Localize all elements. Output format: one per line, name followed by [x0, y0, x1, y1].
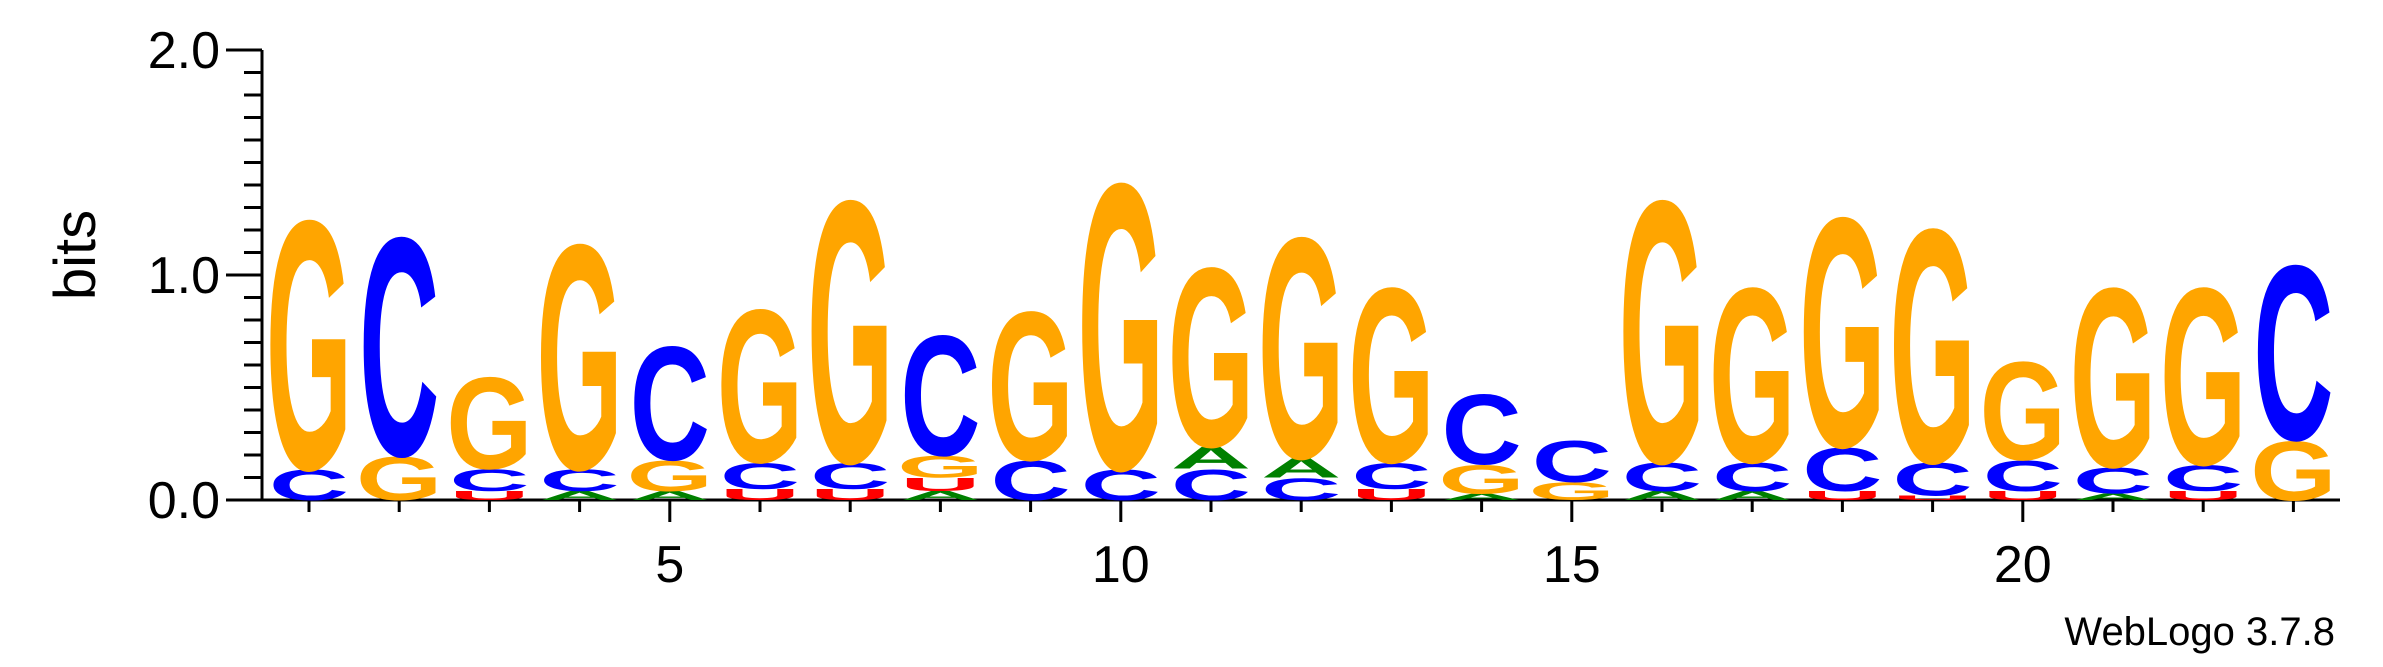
logo-glyph-G: G: [2160, 236, 2246, 518]
y-tick-label: 1.0: [148, 247, 220, 305]
logo-glyph-A: A: [540, 489, 620, 503]
logo-glyph-A: A: [1712, 489, 1792, 503]
logo-glyph-C: C: [1712, 454, 1792, 500]
logo-glyph-C: C: [810, 455, 890, 497]
logo-glyph-U: U: [900, 474, 980, 495]
logo-glyph-U: U: [2163, 489, 2243, 503]
x-tick-label: 15: [1543, 536, 1601, 594]
logo-glyph-G: G: [897, 450, 983, 485]
logo-glyph-C: C: [2073, 459, 2153, 501]
logo-glyph-A: A: [900, 489, 980, 503]
logo-glyph-A: A: [1622, 489, 1702, 503]
logo-glyph-G: G: [1529, 478, 1615, 506]
logo-glyph-G: G: [627, 452, 713, 501]
logo-glyph-G: G: [807, 123, 893, 542]
logo-glyph-G: G: [356, 444, 442, 514]
logo-glyph-U: U: [449, 489, 529, 503]
logo-glyph-A: A: [1171, 441, 1251, 476]
logo-glyph-C: C: [1983, 452, 2063, 501]
axes: 0.0 1.0 2.0 5 10 15 20: [148, 22, 2340, 594]
logo-glyph-C: C: [1893, 454, 1973, 506]
x-tick-label: 5: [655, 536, 684, 594]
x-tick-label: 20: [1994, 536, 2052, 594]
logo-glyph-G: G: [2070, 234, 2156, 521]
logo-glyph-C: C: [1442, 374, 1522, 486]
logo-glyph-U: U: [1983, 489, 2063, 503]
logo-glyph-G: G: [536, 178, 622, 538]
logo-glyph-C: C: [1802, 435, 1882, 505]
logo-glyph-A: A: [1442, 492, 1522, 502]
weblogo-credit: WebLogo 3.7.8: [2064, 610, 2335, 654]
logo-glyph-C: C: [1351, 455, 1431, 497]
logo-glyph-C: C: [1532, 428, 1612, 495]
logo-glyph-G: G: [266, 146, 352, 544]
logo-glyph-C: C: [2163, 457, 2243, 499]
logo-glyph-U: U: [1802, 489, 1882, 503]
logo-glyph-U: U: [810, 486, 890, 504]
logo-glyph-G: G: [717, 264, 803, 509]
logo-glyph-C: C: [540, 463, 620, 498]
logo-glyph-G: G: [1709, 236, 1795, 515]
logo-glyph-G: G: [1348, 236, 1434, 515]
logo-glyph-C: C: [359, 172, 439, 521]
logo-glyph-G: G: [1438, 456, 1524, 502]
y-tick-label: 2.0: [148, 22, 220, 80]
logo-glyph-G: G: [1258, 173, 1344, 525]
logo-glyph-G: G: [1889, 158, 1975, 532]
logo-glyph-U: U: [720, 486, 800, 504]
logo-glyph-U: U: [1893, 494, 1973, 501]
logo-glyph-C: C: [900, 299, 980, 491]
logo-glyph-C: C: [269, 461, 349, 510]
logo-glyph-C: C: [1261, 472, 1341, 507]
logo-glyph-A: A: [630, 489, 710, 503]
logo-glyph-G: G: [1168, 214, 1254, 501]
logo-glyph-C: C: [991, 449, 1071, 512]
logo-glyph-G: G: [1619, 123, 1705, 542]
logo-glyph-C: C: [1171, 461, 1251, 510]
y-axis-label: bits: [43, 210, 108, 300]
logo-glyph-G: G: [1799, 149, 1885, 516]
logo-glyph-C: C: [720, 455, 800, 497]
logo-glyph-C: C: [630, 314, 710, 495]
logo-glyph-C: C: [2253, 213, 2333, 492]
logo-glyph-A: A: [2073, 492, 2153, 502]
logo-glyph-C: C: [1622, 454, 1702, 500]
logo-glyph-U: U: [1351, 486, 1431, 504]
y-tick-label: 0.0: [148, 472, 220, 530]
logo-glyph-G: G: [1078, 97, 1164, 556]
logo-glyph-C: C: [449, 463, 529, 498]
logo-glyph-G: G: [987, 268, 1073, 505]
logo-glyph-A: A: [1261, 452, 1341, 483]
logo-glyph-G: G: [2250, 424, 2336, 518]
logo-glyph-C: C: [1081, 461, 1161, 510]
x-tick-label: 10: [1092, 536, 1150, 594]
logo-glyph-G: G: [1980, 332, 2066, 490]
logo-glyph-G: G: [446, 350, 532, 497]
